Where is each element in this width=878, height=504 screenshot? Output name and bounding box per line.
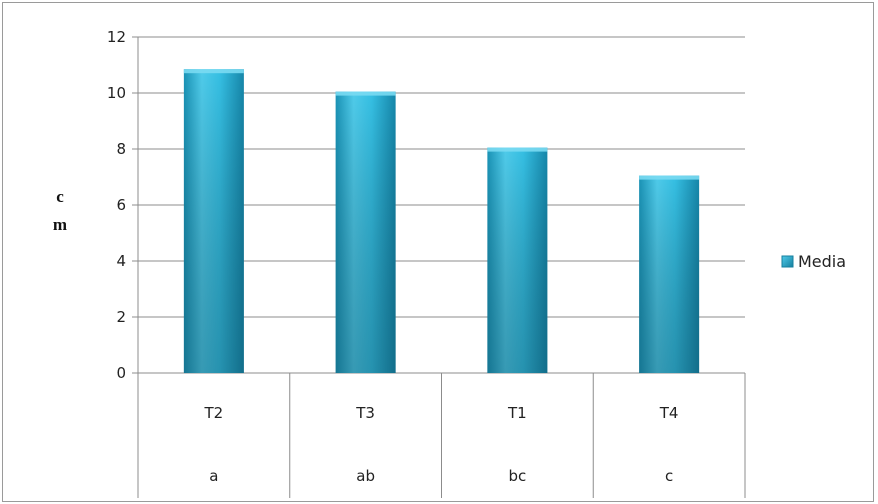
y-tick-label-2: 4 bbox=[116, 252, 126, 270]
y-axis-label-line-1: c bbox=[56, 187, 64, 206]
x-category-label-2: T1 bbox=[507, 404, 527, 422]
y-tick-label-6: 12 bbox=[107, 28, 126, 46]
x-group-label-2: bc bbox=[508, 467, 526, 485]
bar-cap-T3 bbox=[335, 91, 396, 96]
x-group-label-1: ab bbox=[356, 467, 375, 485]
y-tick-label-3: 6 bbox=[116, 196, 126, 214]
x-group-label-3: c bbox=[665, 467, 673, 485]
x-category-label-1: T3 bbox=[355, 404, 375, 422]
bar-shade-T4 bbox=[639, 175, 700, 373]
legend-label-media: Media bbox=[798, 252, 846, 271]
bar-cap-T4 bbox=[639, 175, 700, 180]
y-tick-label-0: 0 bbox=[116, 364, 126, 382]
bar-shade-T1 bbox=[487, 147, 548, 373]
y-tick-label-4: 8 bbox=[116, 140, 126, 158]
legend: Media bbox=[781, 252, 846, 271]
x-category-label-3: T4 bbox=[659, 404, 679, 422]
bar-shade-T2 bbox=[183, 69, 244, 373]
x-category-label-0: T2 bbox=[204, 404, 224, 422]
bar-cap-T1 bbox=[487, 147, 548, 152]
bar-shade-T3 bbox=[335, 91, 396, 373]
y-tick-label-1: 2 bbox=[116, 308, 126, 326]
y-axis-label-line-2: m bbox=[53, 215, 67, 234]
legend-swatch-media bbox=[781, 255, 794, 268]
x-group-label-0: a bbox=[209, 467, 218, 485]
bar-cap-T2 bbox=[183, 69, 244, 74]
y-tick-label-5: 10 bbox=[107, 84, 126, 102]
